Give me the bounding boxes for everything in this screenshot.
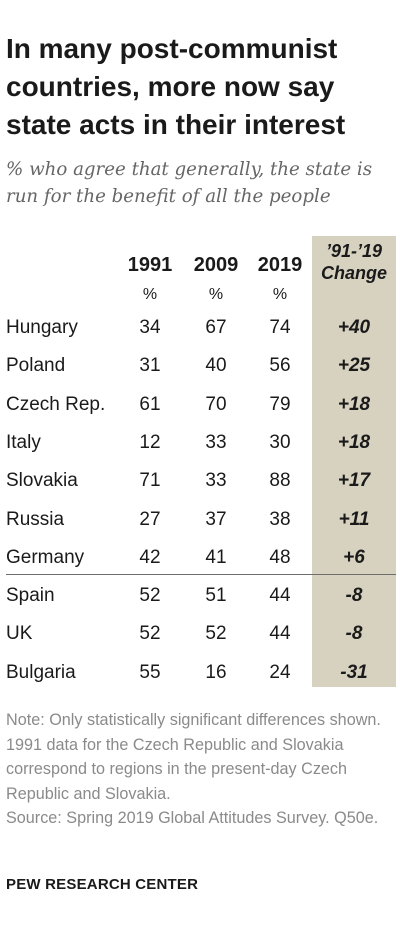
country-label: Spain xyxy=(6,585,55,607)
chart-note: Note: Only statistically significant dif… xyxy=(6,708,406,831)
change-value: +18 xyxy=(337,393,371,415)
table-row-bulgaria: Bulgaria 55 16 24 -31 xyxy=(0,654,412,692)
column-header-2009: 2009 xyxy=(193,254,239,276)
column-header-1991: 1991 xyxy=(127,254,173,276)
value-1991: 52 xyxy=(139,623,161,645)
country-label: Bulgaria xyxy=(6,661,76,683)
change-header-label: Change xyxy=(320,263,387,283)
change-value: -8 xyxy=(345,623,363,645)
value-1991: 31 xyxy=(139,355,161,377)
column-header-2019: 2019 xyxy=(257,254,303,276)
table-row-russia: Russia 27 37 38 +11 xyxy=(0,501,412,539)
value-2019: 24 xyxy=(269,661,291,683)
value-1991: 52 xyxy=(139,585,161,607)
country-label: Poland xyxy=(6,355,66,377)
value-2009: 70 xyxy=(205,393,227,415)
value-2019: 38 xyxy=(269,508,291,530)
value-2009: 16 xyxy=(205,661,227,683)
note-text: Note: Only statistically significant dif… xyxy=(6,711,381,803)
country-label: Germany xyxy=(6,546,85,568)
country-label: Czech Rep. xyxy=(6,393,106,415)
value-2019: 74 xyxy=(269,317,291,338)
value-2019: 30 xyxy=(269,431,291,453)
change-value: +6 xyxy=(343,546,365,568)
value-2009: 52 xyxy=(205,623,227,645)
table-row-poland: Poland 31 40 56 +25 xyxy=(0,347,412,385)
value-2009: 51 xyxy=(205,585,227,607)
country-label: Hungary xyxy=(6,317,78,338)
country-label: Italy xyxy=(6,431,41,453)
table-row-uk: UK 52 52 44 -8 xyxy=(0,615,412,653)
column-unit-2009: % xyxy=(208,286,224,303)
value-1991: 71 xyxy=(139,470,161,492)
source-text: Source: Spring 2019 Global Attitudes Sur… xyxy=(6,809,379,828)
change-value: +17 xyxy=(337,470,371,492)
value-2009: 33 xyxy=(205,470,227,492)
value-2019: 79 xyxy=(269,393,291,415)
value-2009: 67 xyxy=(205,317,227,338)
increase-decrease-divider xyxy=(6,574,396,575)
value-2009: 33 xyxy=(205,431,227,453)
brand-label: PEW RESEARCH CENTER xyxy=(6,876,199,893)
change-column-header: ’91-’19 Change xyxy=(312,240,396,284)
value-2009: 40 xyxy=(205,355,227,377)
change-value: +40 xyxy=(337,317,371,338)
change-value: +18 xyxy=(337,431,371,453)
change-value: +11 xyxy=(338,508,370,530)
value-1991: 55 xyxy=(139,661,161,683)
country-label: Russia xyxy=(6,508,65,530)
table-row-slovakia: Slovakia 71 33 88 +17 xyxy=(0,462,412,500)
value-2019: 88 xyxy=(269,470,291,492)
value-2019: 48 xyxy=(269,546,291,568)
value-2019: 44 xyxy=(269,585,291,607)
value-2009: 41 xyxy=(205,546,227,568)
table-row-hungary: Hungary 34 67 74 +40 xyxy=(0,309,412,347)
country-label: UK xyxy=(6,623,33,645)
value-2019: 44 xyxy=(269,623,291,645)
table-row-czech-rep: Czech Rep. 61 70 79 +18 xyxy=(0,386,412,424)
value-2019: 56 xyxy=(269,355,291,377)
value-1991: 27 xyxy=(139,508,161,530)
value-1991: 34 xyxy=(139,317,161,338)
value-1991: 12 xyxy=(139,431,161,453)
table-row-spain: Spain 52 51 44 -8 xyxy=(0,577,412,615)
table-row-germany: Germany 42 41 48 +6 xyxy=(0,539,412,577)
value-1991: 61 xyxy=(139,393,161,415)
change-value: -8 xyxy=(345,585,363,607)
column-unit-1991: % xyxy=(142,286,158,303)
chart-title: In many post-communist countries, more n… xyxy=(6,33,346,140)
change-column-background xyxy=(312,236,396,687)
value-2009: 37 xyxy=(205,508,227,530)
change-value: +25 xyxy=(337,355,371,377)
chart-subtitle: % who agree that generally, the state is… xyxy=(6,159,373,207)
column-unit-2019: % xyxy=(272,286,288,303)
country-label: Slovakia xyxy=(6,470,78,492)
change-header-years: ’91-’19 xyxy=(325,241,383,261)
change-value: -31 xyxy=(340,661,368,683)
value-1991: 42 xyxy=(139,546,161,568)
table-row-italy: Italy 12 33 30 +18 xyxy=(0,424,412,462)
